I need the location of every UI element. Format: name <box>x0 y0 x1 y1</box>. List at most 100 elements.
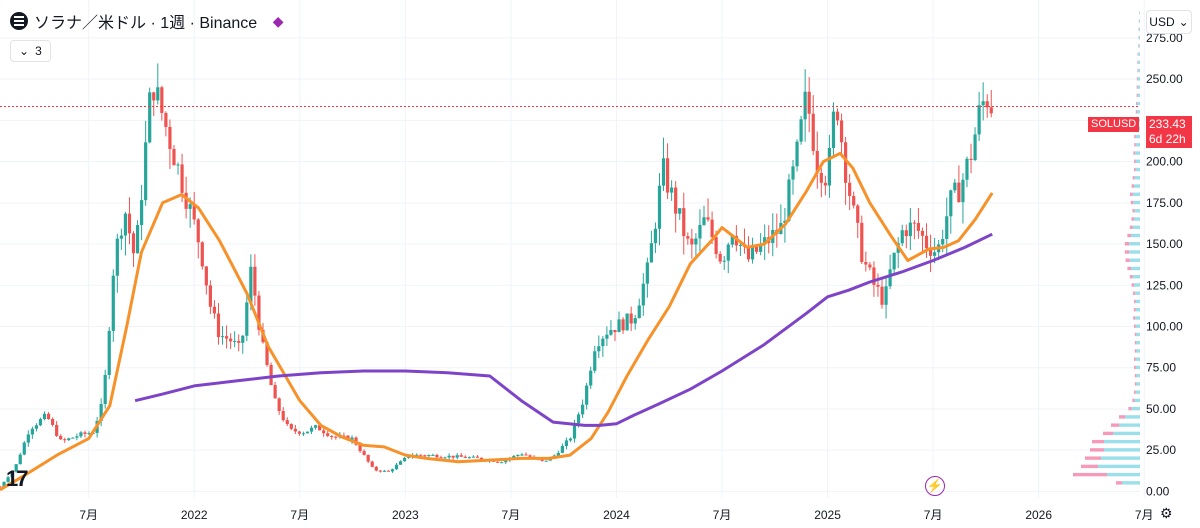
x-tick-label: 7月 <box>502 508 521 522</box>
candle-body <box>985 101 989 108</box>
candle-body <box>204 266 208 286</box>
candle-body <box>443 457 447 459</box>
profile-bar-down <box>1133 151 1136 155</box>
candle-body <box>730 235 734 245</box>
candle-body <box>876 284 880 287</box>
candle-body <box>791 166 795 180</box>
candle-body <box>366 454 370 462</box>
candle-body <box>245 302 249 336</box>
x-tick-label: 2023 <box>392 508 419 522</box>
candle-body <box>665 158 670 193</box>
candle-body <box>140 200 144 226</box>
profile-bar-up <box>1135 308 1140 312</box>
candle-body <box>884 286 888 305</box>
candle-body <box>965 158 969 180</box>
candle-body <box>313 425 318 428</box>
candle-body <box>208 285 212 307</box>
candle-body <box>115 238 119 276</box>
candle-body <box>928 248 933 256</box>
candle-body <box>706 217 710 220</box>
profile-bar-down <box>1134 390 1136 394</box>
candle-body <box>641 283 645 306</box>
y-tick-label: 250.00 <box>1146 72 1183 86</box>
profile-bar-down <box>1133 291 1136 295</box>
candle-body <box>864 262 868 265</box>
profile-bar-up <box>1135 167 1140 172</box>
profile-bar-down <box>1128 406 1132 411</box>
candle-body <box>609 330 613 335</box>
candle-body <box>629 313 633 324</box>
profile-bar-down <box>1134 299 1136 304</box>
candle-body <box>540 459 544 461</box>
profile-bar-up <box>1135 291 1140 295</box>
profile-bar-up <box>1134 209 1140 213</box>
profile-bar-down <box>1132 176 1135 180</box>
indicators-toggle-button[interactable]: ⌄ 3 <box>10 40 51 62</box>
candle-body <box>471 456 475 458</box>
tradingview-logo-icon[interactable]: 17 <box>6 466 29 491</box>
candle-body <box>945 216 949 239</box>
profile-bar-down <box>1134 357 1136 361</box>
x-tick-label: 2024 <box>603 508 630 522</box>
chevron-down-icon: ⌄ <box>19 44 30 58</box>
settings-gear-icon[interactable]: ⚙ <box>1160 505 1173 521</box>
candle-body <box>172 148 176 166</box>
candle-body <box>710 219 714 238</box>
profile-bar-up <box>1137 85 1140 89</box>
candle-body <box>880 286 884 305</box>
y-tick-label: 200.00 <box>1146 155 1183 169</box>
profile-bar-down <box>1125 258 1130 262</box>
profile-bar-up <box>1133 200 1140 205</box>
profile-bar-down <box>1073 472 1107 477</box>
candle-body <box>83 432 87 434</box>
profile-bar-down <box>1092 439 1104 444</box>
profile-bar-down <box>1136 101 1137 106</box>
candle-body <box>131 233 136 254</box>
candle-body <box>977 105 981 135</box>
candle-body <box>237 340 241 343</box>
candles <box>0 63 993 488</box>
candle-body <box>216 313 221 338</box>
profile-bar-up <box>1104 448 1140 452</box>
candle-body <box>34 425 39 429</box>
symbol-title[interactable]: ソラナ／米ドル · 1週 · Binance <box>34 15 258 32</box>
candle-body <box>831 111 836 148</box>
currency-button[interactable]: USD ⌄ <box>1146 10 1192 34</box>
profile-bar-down <box>1137 52 1139 56</box>
profile-bar-down <box>1130 200 1134 205</box>
candle-body <box>856 205 860 223</box>
profile-bar-down <box>1136 93 1138 98</box>
candle-body <box>423 455 427 457</box>
candle-body <box>427 455 431 457</box>
candle-body <box>257 295 261 330</box>
candle-body <box>516 454 520 456</box>
candle-body <box>318 425 322 431</box>
candle-body <box>305 431 310 434</box>
candle-body <box>200 242 204 267</box>
candle-body <box>726 244 730 261</box>
profile-bar-down <box>1119 415 1125 419</box>
candle-body <box>682 208 686 237</box>
profile-bar-down <box>1134 332 1137 337</box>
candle-body <box>63 439 67 441</box>
profile-bar-up <box>1135 316 1140 320</box>
profile-bar-up <box>1131 233 1140 238</box>
profile-bar-up <box>1125 415 1140 419</box>
profile-bar-down <box>1134 373 1137 378</box>
candle-body <box>912 222 916 224</box>
profile-bar-down <box>1129 225 1133 229</box>
candle-body <box>370 461 374 467</box>
candle-body <box>844 142 848 183</box>
candle-body <box>811 113 815 151</box>
share-icon[interactable]: ◆ <box>272 12 284 29</box>
candle-body <box>30 428 34 435</box>
candle-body <box>941 238 945 245</box>
bar-countdown: 6d 22h <box>1149 132 1186 146</box>
candle-body <box>597 346 601 352</box>
candle-body <box>309 427 314 432</box>
candle-body <box>184 192 188 209</box>
flash-icon[interactable]: ⚡ <box>925 476 945 496</box>
candle-body <box>759 244 763 252</box>
candle-body <box>229 338 233 342</box>
